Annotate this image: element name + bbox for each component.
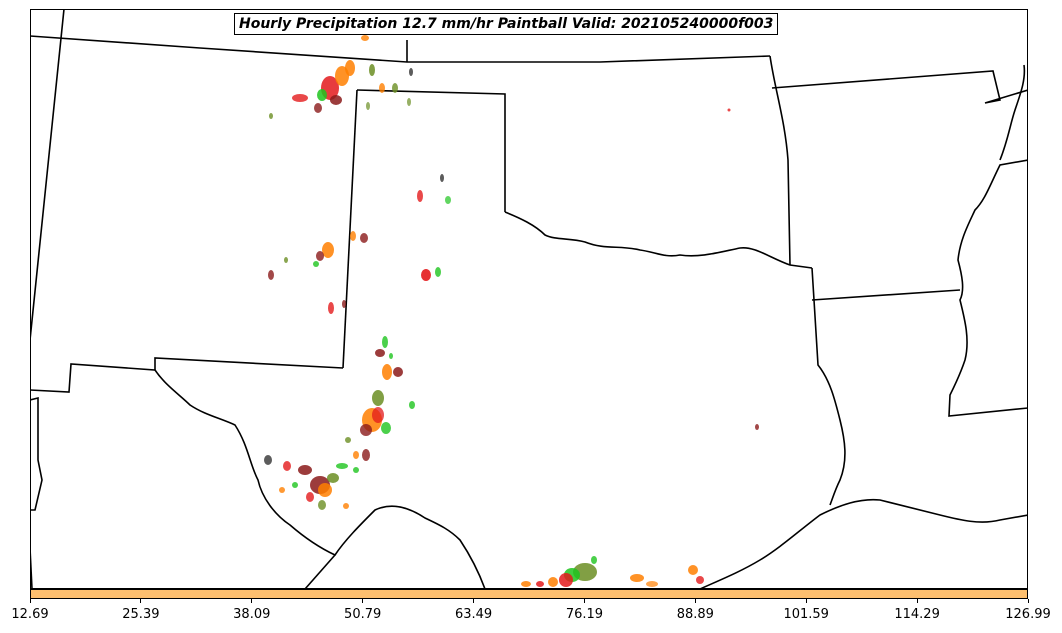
colorbar-tick-label: 101.59 [783, 607, 829, 622]
colorbar [30, 589, 1028, 599]
colorbar-tick-mark [29, 599, 31, 603]
colorbar-tick-label: 38.09 [233, 607, 271, 622]
map-title: Hourly Precipitation 12.7 mm/hr Paintbal… [234, 13, 779, 35]
colorbar-tick-label: 126.99 [1005, 607, 1051, 622]
colorbar-tick-mark [362, 599, 364, 603]
colorbar-tick-mark [805, 599, 807, 603]
colorbar-tick-mark [694, 599, 696, 603]
map-svg [30, 9, 1028, 589]
colorbar-tick-label: 88.89 [676, 607, 714, 622]
colorbar-tick-label: 25.39 [122, 607, 160, 622]
colorbar-tick-label: 50.79 [344, 607, 382, 622]
colorbar-tick-mark [583, 599, 585, 603]
precipitation-paintballs [264, 35, 759, 587]
state-boundaries [30, 9, 1028, 589]
colorbar-tick-mark [916, 599, 918, 603]
colorbar-tick-mark [473, 599, 475, 603]
colorbar-tick-mark [140, 599, 142, 603]
colorbar-tick-label: 12.69 [11, 607, 49, 622]
colorbar-tick-label: 76.19 [565, 607, 604, 622]
colorbar-tick-label: 63.49 [454, 607, 493, 622]
colorbar-tick-mark [1027, 599, 1029, 603]
map-panel [30, 9, 1028, 589]
colorbar-tick-label: 114.29 [894, 607, 940, 622]
colorbar-tick-mark [251, 599, 253, 603]
